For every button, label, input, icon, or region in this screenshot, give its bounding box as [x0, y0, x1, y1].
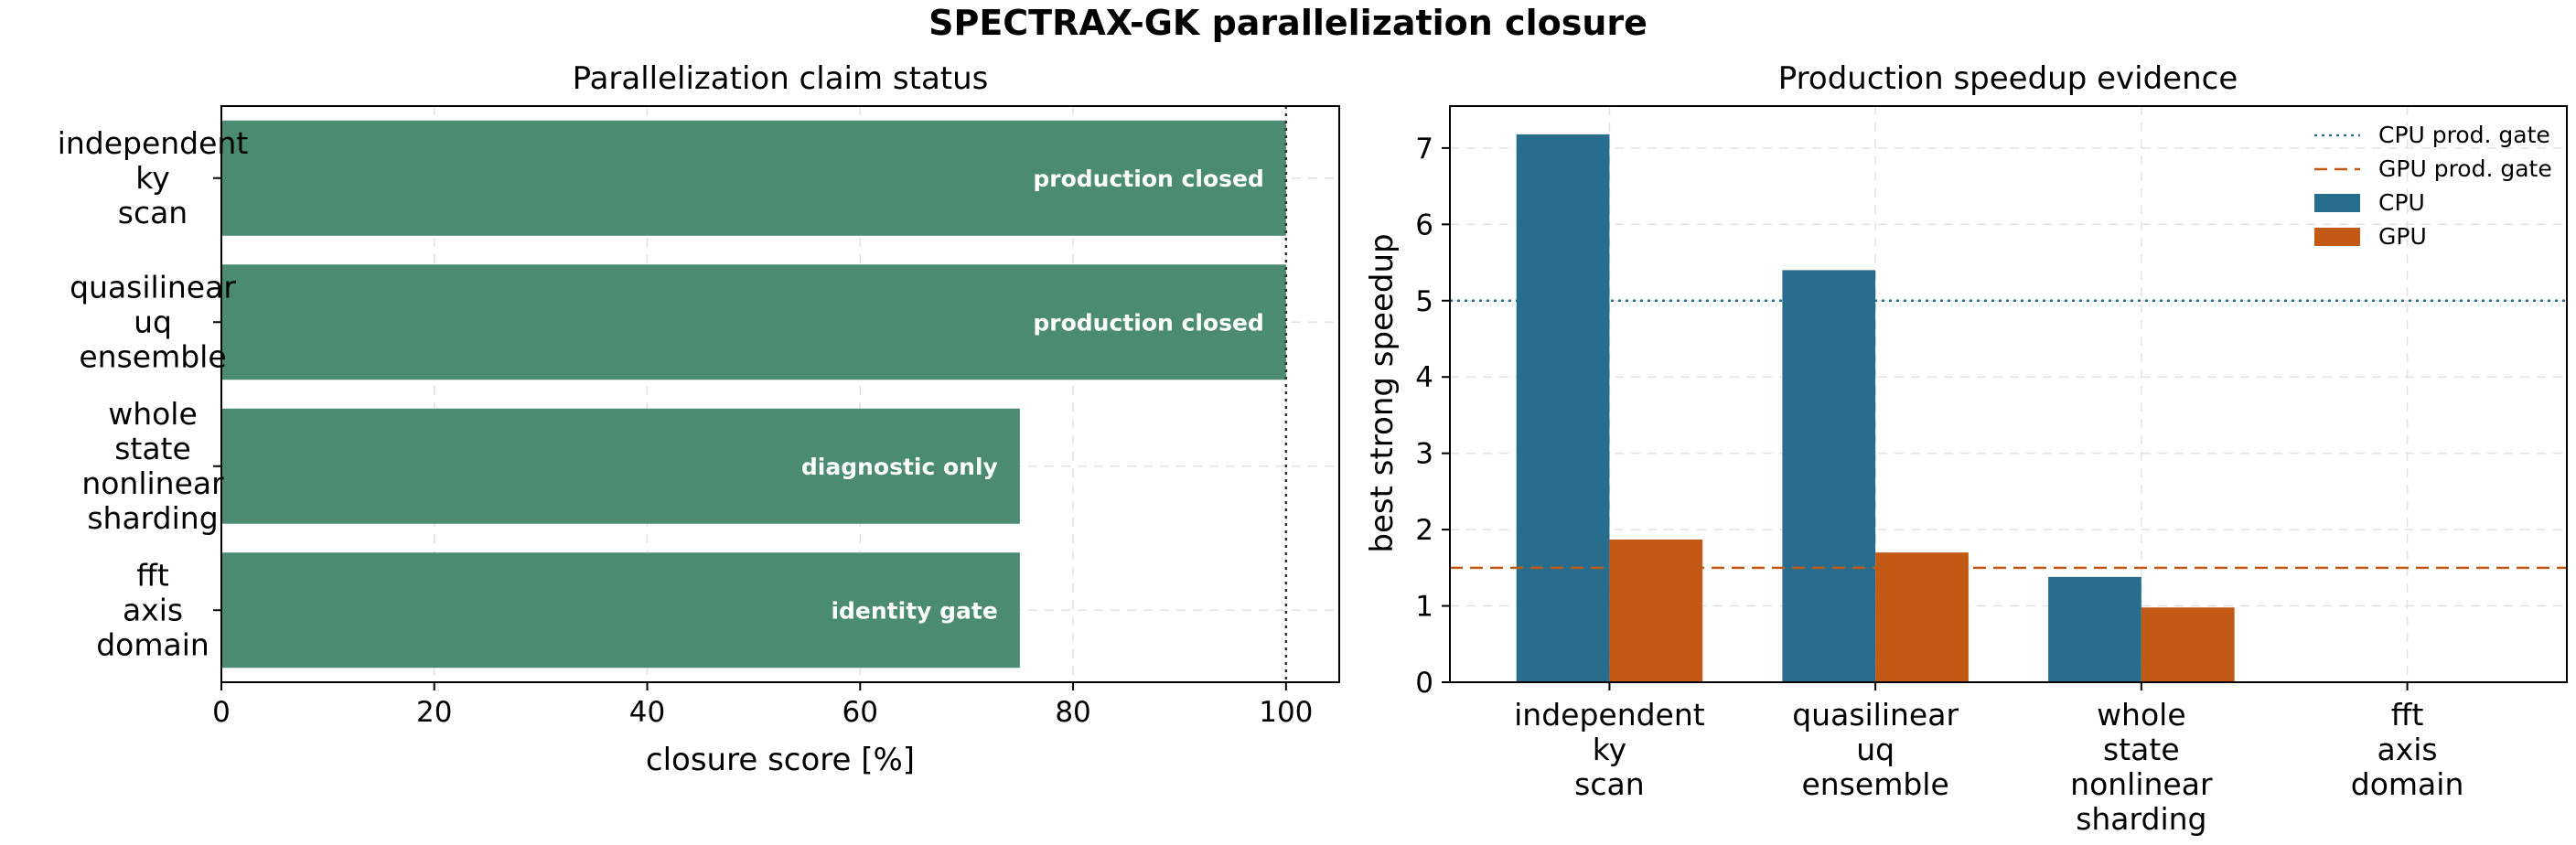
gpu-bar: [2141, 607, 2235, 682]
legend-label: CPU: [2378, 189, 2425, 216]
figure-suptitle: SPECTRAX-GK parallelization closure: [928, 3, 1648, 43]
closure-bar-label: production closed: [1033, 166, 1263, 192]
y-tick-label: 3: [1415, 438, 1433, 471]
closure-bar-label: production closed: [1033, 309, 1263, 336]
closure-bar-label: identity gate: [831, 597, 997, 624]
closure-bar: [221, 552, 1020, 669]
legend-label: CPU prod. gate: [2378, 122, 2550, 148]
speedup-chart-ylabel: best strong speedup: [1364, 233, 1401, 552]
x-tick-label: 20: [416, 696, 452, 729]
closure-bar-label: diagnostic only: [801, 454, 998, 480]
y-tick-label: 7: [1415, 133, 1433, 166]
x-tick-label: whole state nonlinear sharding: [2070, 697, 2213, 837]
speedup-chart-title: Production speedup evidence: [1778, 60, 2238, 97]
gpu-bar: [1609, 539, 1703, 682]
cpu-bar: [1782, 270, 1876, 682]
legend-patch-swatch: [2314, 194, 2360, 212]
gpu-bar: [1875, 552, 1969, 682]
x-tick-label: 100: [1259, 696, 1313, 729]
cpu-bar: [1516, 134, 1610, 683]
y-tick-label: 1: [1415, 591, 1433, 624]
legend-label: GPU: [2378, 223, 2427, 250]
y-tick-label: 4: [1415, 361, 1433, 394]
y-tick-label: fft axis domain: [96, 557, 209, 662]
y-tick-label: 0: [1415, 667, 1433, 700]
closure-bar: [221, 120, 1286, 236]
closure-chart-xlabel: closure score [%]: [646, 742, 915, 778]
x-tick-label: 40: [629, 696, 665, 729]
x-tick-label: 0: [212, 696, 231, 729]
y-tick-label: independent ky scan: [58, 125, 249, 230]
y-tick-label: 6: [1415, 209, 1433, 241]
legend-patch-swatch: [2314, 228, 2360, 246]
x-tick-label: independent ky scan: [1514, 697, 1705, 802]
x-tick-label: 80: [1055, 696, 1090, 729]
y-tick-label: 2: [1415, 514, 1433, 547]
legend-label: GPU prod. gate: [2378, 155, 2552, 182]
x-tick-label: 60: [843, 696, 878, 729]
x-tick-label: fft axis domain: [2351, 697, 2464, 802]
y-tick-label: quasilinear uq ensemble: [70, 269, 236, 374]
legend: CPU prod. gate GPU prod. gate CPU GPU: [2314, 122, 2552, 250]
plot-frame: [220, 105, 1340, 683]
y-tick-label: 5: [1415, 285, 1433, 318]
speedup-chart: Production speedup evidence best strong …: [1364, 60, 2568, 837]
cpu-bar: [2048, 576, 2141, 682]
closure-chart-title: Parallelization claim status: [573, 60, 989, 97]
closure-chart: Parallelization claim status closure sco…: [58, 60, 1340, 778]
plot-frame: [1449, 105, 2568, 683]
closure-bar: [221, 264, 1286, 380]
y-tick-label: whole state nonlinear sharding: [81, 396, 224, 536]
closure-bar: [221, 408, 1020, 524]
x-tick-label: quasilinear uq ensemble: [1792, 697, 1959, 802]
